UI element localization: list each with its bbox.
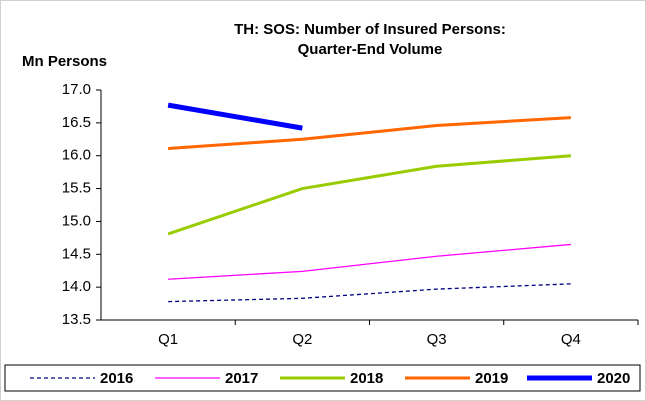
legend-label: 2017 xyxy=(225,370,258,387)
legend-label: 2020 xyxy=(597,370,630,387)
x-tick-label: Q3 xyxy=(427,331,447,348)
y-tick-label: 17.0 xyxy=(62,81,91,98)
y-tick-label: 15.0 xyxy=(62,212,91,229)
y-tick-label: 16.5 xyxy=(62,114,91,131)
chart-title: TH: SOS: Number of Insured Persons: xyxy=(234,21,506,38)
legend-label: 2016 xyxy=(100,370,133,387)
y-tick-label: 15.5 xyxy=(62,180,91,197)
legend-label: 2018 xyxy=(350,370,383,387)
series-line xyxy=(167,102,303,131)
legend-label: 2019 xyxy=(475,370,508,387)
chart-title: Quarter-End Volume xyxy=(298,41,443,58)
y-tick-label: 16.0 xyxy=(62,147,91,164)
y-axis-label: Mn Persons xyxy=(22,53,107,70)
x-tick-label: Q4 xyxy=(561,331,581,348)
y-tick-label: 14.0 xyxy=(62,278,91,295)
series-line xyxy=(168,116,571,150)
y-tick-label: 13.5 xyxy=(62,311,91,328)
y-tick-label: 14.5 xyxy=(62,245,91,262)
x-tick-label: Q1 xyxy=(158,331,178,348)
series-line xyxy=(167,154,571,236)
legend-box xyxy=(4,364,641,392)
series-line xyxy=(168,243,571,280)
series-line xyxy=(168,283,571,303)
x-tick-label: Q2 xyxy=(292,331,312,348)
